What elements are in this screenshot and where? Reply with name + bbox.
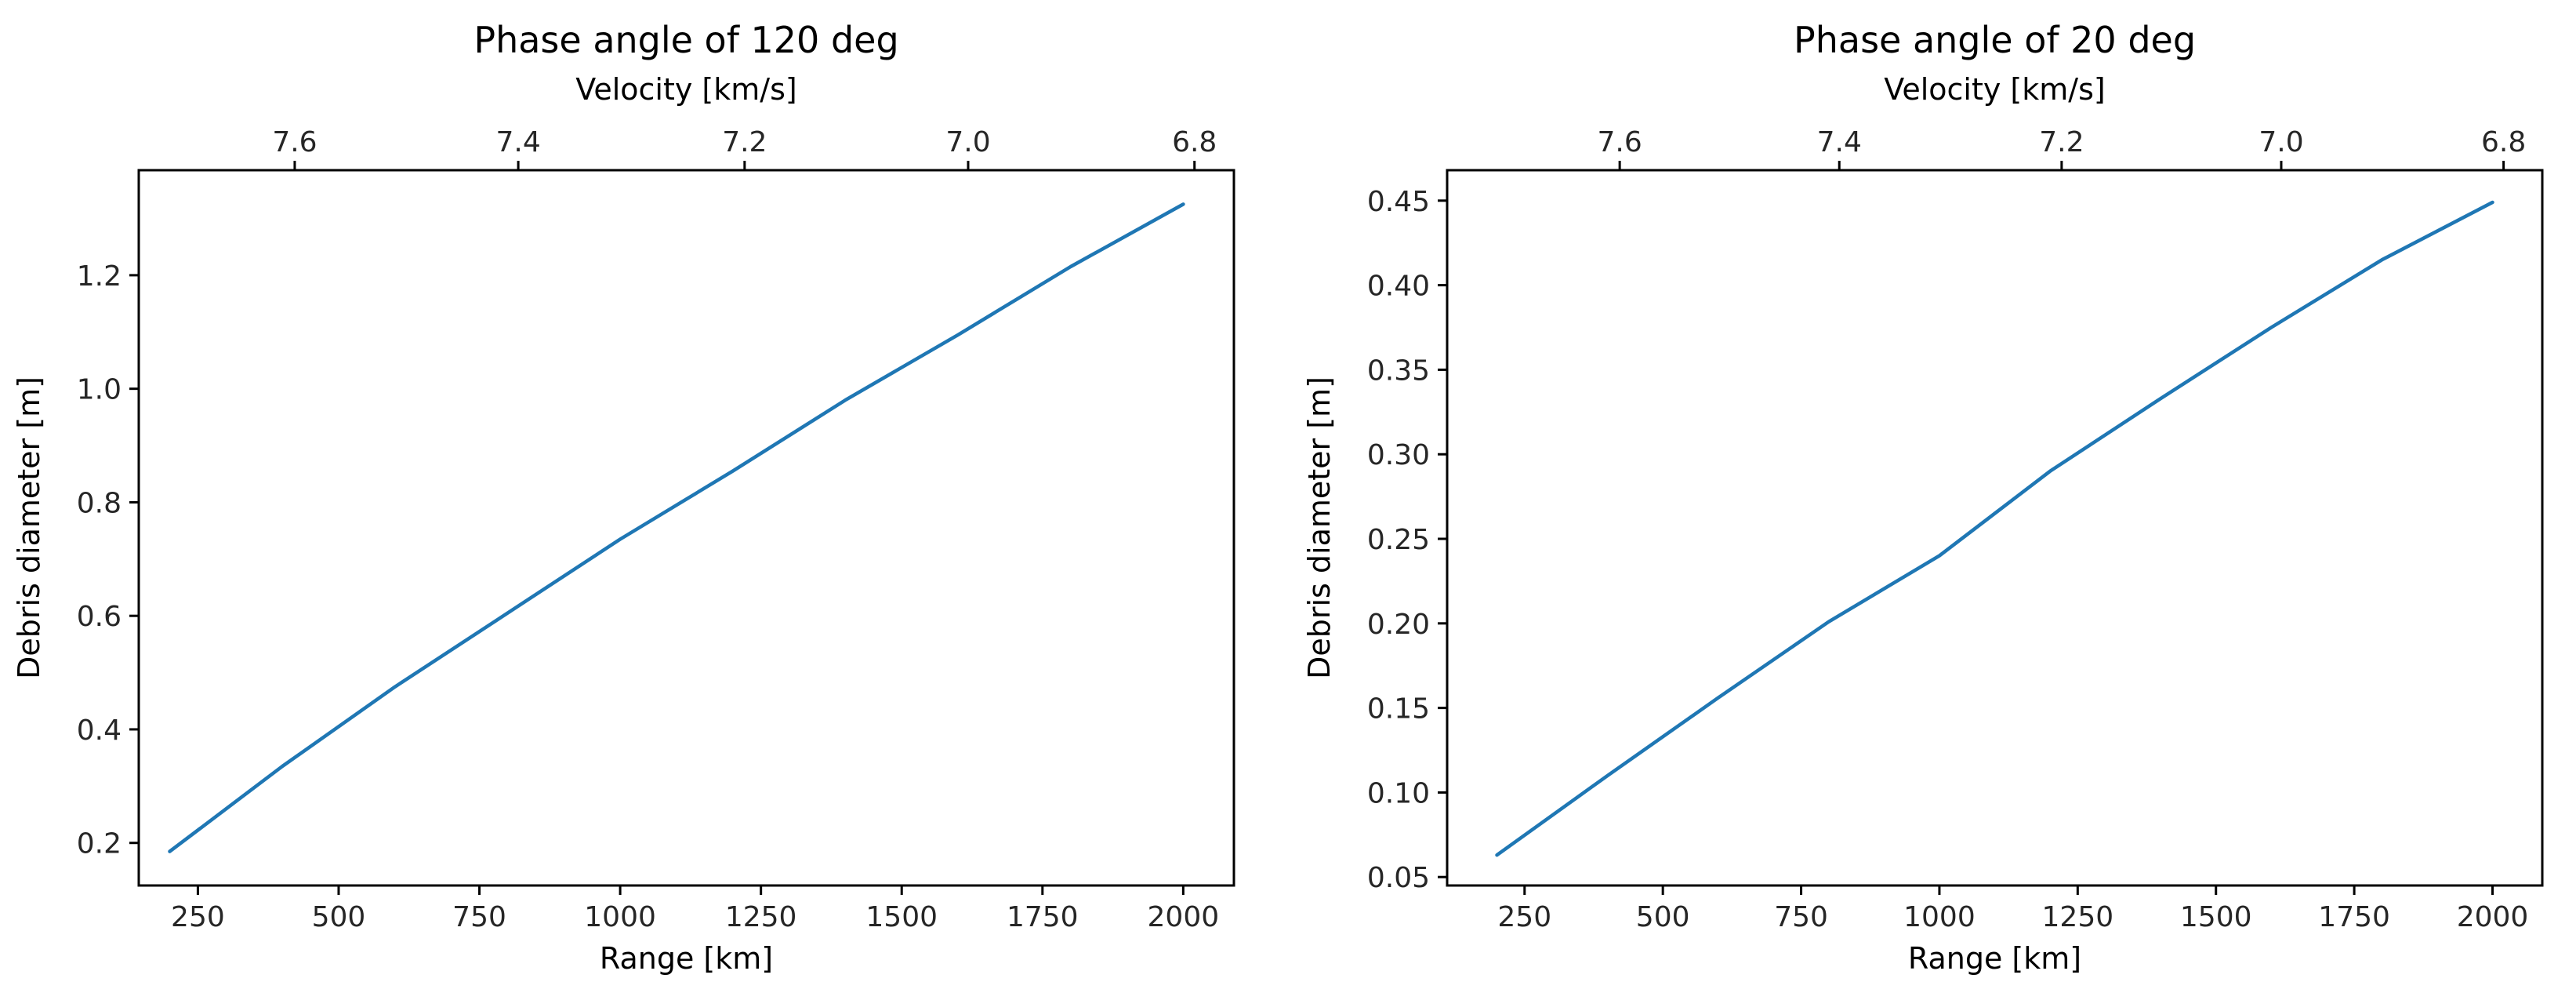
top-axis-label-right: Velocity [km/s]	[1884, 72, 2105, 107]
top-tick-label-right: 7.0	[2259, 126, 2303, 158]
y-tick-label-right: 0.20	[1367, 609, 1430, 641]
y-tick-label-left: 0.6	[77, 601, 122, 633]
y-tick-label-left: 0.4	[77, 715, 122, 747]
x-tick-label-right: 250	[1497, 901, 1551, 933]
series-line-left	[168, 202, 1185, 853]
plot-frame-left	[137, 169, 1235, 887]
y-tick-label-right: 0.05	[1367, 862, 1430, 894]
series-line-right	[1495, 200, 2494, 857]
y-axis-label-left: Debris diameter [m]	[12, 376, 46, 679]
chart-title-right: Phase angle of 20 deg	[1794, 19, 2196, 61]
y-tick-label-right: 0.40	[1367, 271, 1430, 303]
x-tick-label-left: 750	[452, 901, 506, 933]
top-tick-label-left: 6.8	[1172, 126, 1217, 158]
top-tick-label-left: 7.6	[272, 126, 317, 158]
y-tick-label-left: 1.2	[77, 260, 122, 293]
top-tick-label-left: 7.0	[945, 126, 990, 158]
x-axis-label-left: Range [km]	[600, 941, 773, 976]
x-tick-label-right: 2000	[2457, 901, 2529, 933]
top-tick-label-right: 7.6	[1598, 126, 1642, 158]
x-tick-label-left: 500	[312, 901, 366, 933]
x-tick-label-left: 1500	[865, 901, 938, 933]
y-tick-label-left: 0.8	[77, 487, 122, 519]
y-tick-label-right: 0.35	[1367, 355, 1430, 387]
x-axis-label-right: Range [km]	[1908, 941, 2081, 976]
x-tick-label-right: 1250	[2042, 901, 2114, 933]
chart-title-left: Phase angle of 120 deg	[473, 19, 898, 61]
top-tick-label-right: 7.2	[2039, 126, 2084, 158]
x-tick-label-left: 1750	[1007, 901, 1079, 933]
top-tick-label-right: 6.8	[2481, 126, 2526, 158]
x-tick-label-left: 1000	[584, 901, 656, 933]
x-tick-label-right: 1500	[2180, 901, 2252, 933]
x-tick-label-left: 250	[171, 901, 225, 933]
top-tick-label-left: 7.4	[495, 126, 540, 158]
y-tick-label-right: 0.45	[1367, 186, 1430, 218]
x-tick-label-right: 1750	[2318, 901, 2390, 933]
y-tick-label-right: 0.30	[1367, 439, 1430, 471]
top-tick-label-left: 7.2	[722, 126, 767, 158]
x-tick-label-left: 2000	[1148, 901, 1220, 933]
top-axis-label-left: Velocity [km/s]	[575, 72, 796, 107]
x-tick-label-right: 1000	[1903, 901, 1976, 933]
top-tick-label-right: 7.4	[1817, 126, 1862, 158]
y-axis-label-right: Debris diameter [m]	[1302, 376, 1337, 679]
x-tick-label-right: 750	[1774, 901, 1828, 933]
y-tick-label-right: 0.15	[1367, 693, 1430, 725]
x-tick-label-right: 500	[1636, 901, 1690, 933]
x-tick-label-left: 1250	[725, 901, 797, 933]
y-tick-label-right: 0.25	[1367, 524, 1430, 556]
y-tick-label-left: 1.0	[77, 374, 122, 406]
plot-frame-right	[1446, 169, 2544, 887]
y-tick-label-right: 0.10	[1367, 777, 1430, 809]
y-tick-label-left: 0.2	[77, 828, 122, 860]
